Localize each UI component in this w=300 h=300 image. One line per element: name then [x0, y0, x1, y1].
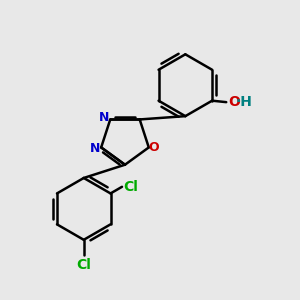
Text: O: O: [229, 95, 241, 109]
Text: Cl: Cl: [76, 258, 91, 272]
Text: O: O: [149, 141, 159, 154]
Text: N: N: [99, 112, 109, 124]
Text: Cl: Cl: [124, 180, 138, 194]
Text: N: N: [89, 142, 100, 155]
Text: ·H: ·H: [236, 95, 253, 109]
